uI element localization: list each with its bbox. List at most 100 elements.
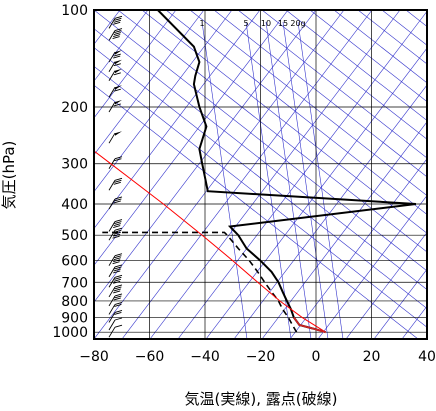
wind-barb-flag xyxy=(115,50,122,55)
y-tick-label: 900 xyxy=(61,310,88,326)
series-layer xyxy=(94,10,417,334)
wind-barb xyxy=(108,177,123,191)
wind-barb-feather xyxy=(113,270,121,274)
isotherm-line xyxy=(94,10,317,303)
wind-barb xyxy=(108,59,122,72)
wind-barb xyxy=(108,196,123,210)
wind-barb-feather xyxy=(113,55,121,59)
wind-barb-staff xyxy=(108,158,116,169)
wind-barb-feather xyxy=(114,253,123,257)
x-tick-labels: −80 −60 −40 −20 0 20 40 xyxy=(79,349,436,365)
adiabat-line xyxy=(94,10,427,272)
wind-barb-feather xyxy=(113,32,121,35)
adiabat-line xyxy=(117,10,427,253)
y-tick-label: 800 xyxy=(61,294,88,310)
wind-barb xyxy=(108,131,122,144)
wind-barb-feather xyxy=(113,72,121,76)
y-tick-label: 400 xyxy=(61,197,88,213)
mixing-ratio-label: 1 xyxy=(199,19,204,28)
x-tick-label: −40 xyxy=(190,349,220,365)
wind-barb-feather xyxy=(112,261,120,265)
wind-barb xyxy=(108,99,122,113)
x-axis-title: 気温(実線), 露点(破線) xyxy=(185,390,338,408)
wind-barb-staff xyxy=(108,221,116,232)
wind-barb-feather xyxy=(114,293,123,297)
wind-barb-feather xyxy=(113,200,121,204)
wind-barb-staff xyxy=(108,132,116,144)
x-tick-label: 0 xyxy=(312,349,321,365)
wind-barb-staff xyxy=(108,61,116,72)
isotherm-line xyxy=(345,231,427,339)
x-tick-label: 20 xyxy=(363,349,381,365)
adiabat-line xyxy=(189,10,427,197)
wind-barb-staff xyxy=(108,101,116,113)
isotherm-line xyxy=(317,195,427,339)
wind-barb-staff xyxy=(108,304,116,315)
mixing-ratio-line xyxy=(297,21,344,339)
isotherm-line xyxy=(94,10,289,266)
mixing-ratio-line xyxy=(201,21,248,339)
wind-barb-feather xyxy=(113,21,121,25)
wind-barb-feather xyxy=(114,304,122,307)
parcel-line xyxy=(94,150,326,333)
y-axis-title: 気圧(hPa) xyxy=(0,141,18,210)
y-tick-label: 100 xyxy=(61,3,88,19)
temperature-near-surface-segment xyxy=(293,316,326,334)
x-tick-label: −20 xyxy=(246,349,276,365)
adiabat-line xyxy=(141,10,427,234)
wind-barb-feather xyxy=(114,302,123,305)
wind-barb-feather xyxy=(114,284,123,288)
wind-barb-feather xyxy=(114,311,122,315)
mixing-ratio-label: 20g xyxy=(290,19,305,28)
wind-barb xyxy=(108,156,123,169)
wind-barb-staff xyxy=(108,255,116,266)
wind-barb-feather xyxy=(114,179,122,183)
y-tick-label: 600 xyxy=(61,254,88,270)
wind-barb-flag xyxy=(115,131,122,136)
adiabat-line xyxy=(261,10,427,140)
wind-barb xyxy=(108,28,123,41)
wind-barb xyxy=(108,284,123,298)
wind-barb xyxy=(108,50,122,63)
wind-barb-flag xyxy=(115,99,122,105)
y-tick-label: 1000 xyxy=(52,325,88,341)
wind-barb-staff xyxy=(108,87,116,98)
wind-barb-feather xyxy=(114,266,122,270)
wind-barb-feather xyxy=(114,286,122,290)
wind-barb-flag xyxy=(115,59,122,65)
wind-barb-feather xyxy=(113,233,121,237)
mixing-ratio-line xyxy=(282,21,329,339)
wind-barb-flag xyxy=(115,68,122,74)
wind-barb-feather xyxy=(113,225,121,228)
y-tick-label: 500 xyxy=(61,228,88,244)
adiabat-line xyxy=(285,10,427,121)
wind-barb-staff xyxy=(108,326,116,338)
wind-barb-feather xyxy=(113,181,121,185)
y-tick-label: 300 xyxy=(61,157,88,173)
wind-barb-feather xyxy=(114,295,122,299)
mixing-ratio-line xyxy=(265,21,312,339)
wind-barb xyxy=(108,274,123,288)
adiabat-line xyxy=(94,66,427,328)
wind-barb-feather xyxy=(114,317,123,321)
wind-barb-feather xyxy=(113,103,121,107)
isotherm-line xyxy=(177,10,427,339)
y-tick-label: 700 xyxy=(61,275,88,291)
wind-barb-staff xyxy=(108,312,116,323)
wind-barb-feather xyxy=(113,280,121,284)
wind-barb xyxy=(108,293,123,307)
wind-barb xyxy=(108,264,123,278)
adiabat-line xyxy=(309,10,427,103)
wind-barb-staff xyxy=(108,198,116,210)
adiabat-line xyxy=(165,10,427,215)
wind-barb-feather xyxy=(114,324,123,328)
wind-barb-feather xyxy=(114,28,123,31)
wind-barb xyxy=(108,253,123,266)
wind-barb-feather xyxy=(113,88,121,92)
wind-barb-staff xyxy=(108,51,116,63)
wind-barb-staff xyxy=(108,286,116,298)
wind-barb-feather xyxy=(114,158,122,162)
wind-barb-staff xyxy=(108,319,116,331)
